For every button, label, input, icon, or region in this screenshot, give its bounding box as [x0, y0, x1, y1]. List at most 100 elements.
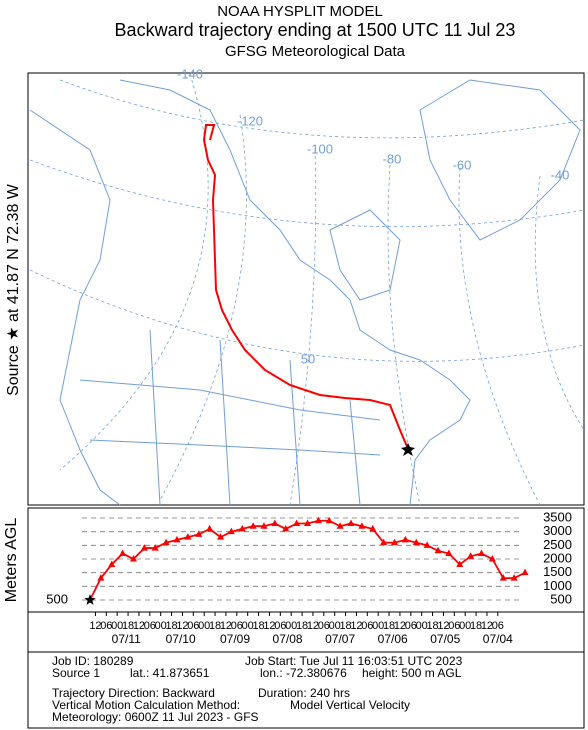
x-tick-label: 18 — [426, 620, 438, 632]
greenland — [419, 79, 581, 241]
height-marker — [325, 516, 333, 524]
x-tick-label: 18 — [209, 620, 221, 632]
x-tick-label: 00 — [329, 620, 341, 632]
height-marker — [401, 535, 409, 543]
height-marker — [249, 522, 257, 529]
meridian — [289, 149, 317, 506]
x-tick-label: 18 — [165, 620, 177, 632]
x-tick-label: 06 — [100, 620, 112, 632]
height-marker — [478, 549, 485, 557]
y-tick-label: 2000 — [543, 550, 572, 565]
x-tick-label: 12 — [437, 620, 449, 632]
x-tick-label: 00 — [198, 620, 210, 632]
parallel — [59, 79, 585, 139]
height-marker — [347, 519, 355, 526]
height-marker — [488, 555, 496, 562]
date-label: 07/09 — [220, 632, 250, 646]
height-marker — [173, 535, 181, 543]
height-marker — [434, 546, 442, 554]
y-tick-label: 500 — [46, 591, 68, 606]
footer-frame — [27, 651, 585, 729]
map-trajectory — [202, 124, 409, 450]
date-label: 07/08 — [273, 632, 303, 646]
date-label: 07/11 — [112, 632, 141, 646]
footer-text: lat.: 41.873651 — [130, 666, 210, 680]
x-tick-label: 06 — [448, 620, 460, 632]
grid-label: -120 — [237, 113, 263, 128]
height-marker — [282, 524, 290, 532]
grid-label: -100 — [307, 141, 333, 156]
meridian — [159, 114, 247, 501]
y-tick-label: 1000 — [543, 578, 572, 593]
footer-text: lon.: -72.380676 — [260, 666, 347, 680]
coastline — [29, 109, 121, 506]
height-marker — [227, 527, 235, 535]
meridian — [59, 73, 209, 471]
height-marker — [423, 541, 431, 548]
height-marker — [380, 538, 388, 546]
x-tick-label: 12 — [481, 620, 493, 632]
height-marker — [271, 519, 279, 526]
y-tick-label: 3000 — [543, 523, 572, 538]
grid-label: -80 — [383, 151, 402, 166]
footer-text: Source 1 — [52, 666, 100, 680]
height-marker — [238, 524, 246, 532]
y-tick-label: 1500 — [543, 564, 572, 579]
height-marker — [151, 544, 159, 551]
x-tick-label: 06 — [144, 620, 156, 632]
map-frame — [27, 72, 585, 506]
x-tick-label: 12 — [350, 620, 362, 632]
x-tick-label: 00 — [111, 620, 123, 632]
height-marker — [521, 568, 529, 576]
height-marker — [445, 549, 453, 557]
date-label: 07/05 — [430, 632, 460, 646]
model-name: NOAA HYSPLIT MODEL — [217, 3, 383, 20]
footer-text: Trajectory Direction: Backward — [52, 686, 215, 700]
grid-label: -140 — [177, 66, 203, 81]
date-label: 07/10 — [166, 632, 196, 646]
x-tick-label: 12 — [307, 620, 319, 632]
coastline — [329, 209, 401, 301]
x-tick-label: 12 — [176, 620, 188, 632]
height-marker — [314, 516, 322, 524]
meridian — [458, 167, 541, 506]
height-marker — [108, 560, 116, 567]
source-star — [401, 443, 415, 456]
x-tick-label: 18 — [383, 620, 395, 632]
x-tick-label: 12 — [263, 620, 275, 632]
height-marker — [499, 574, 507, 581]
x-tick-label: 12 — [220, 620, 232, 632]
parallel — [29, 269, 585, 362]
grid-label: 50 — [301, 351, 315, 366]
coastline — [119, 79, 471, 506]
parallel — [29, 159, 585, 228]
footer-text: Meteorology: 0600Z 11 Jul 2023 - GFS — [52, 710, 259, 724]
x-tick-label: 00 — [372, 620, 384, 632]
source-marker — [84, 594, 96, 605]
height-marker — [119, 549, 127, 557]
x-tick-label: 00 — [416, 620, 428, 632]
y-tick-label: 3500 — [543, 509, 572, 524]
grid-labels: -140 -120 -100 -80 -60 -40 50 — [177, 66, 569, 366]
height-marker — [130, 555, 137, 562]
x-tick-label: 18 — [470, 620, 482, 632]
x-tick-label: 12 — [89, 620, 101, 632]
date-label: 07/04 — [483, 632, 513, 646]
footer-text: Duration: 240 hrs — [258, 686, 350, 700]
height-marker — [195, 530, 203, 537]
x-tick-label: 06 — [318, 620, 330, 632]
height-line — [89, 519, 526, 601]
x-tick-label: 18 — [339, 620, 351, 632]
height-marker — [217, 533, 224, 540]
x-tick-label: 06 — [361, 620, 373, 632]
height-marker — [412, 538, 420, 546]
source-label: Source ★ at 41.87 N 72.38 W — [5, 183, 22, 396]
x-tick-label: 06 — [405, 620, 417, 632]
footer-text: Job Start: Tue Jul 11 16:03:51 UTC 2023 — [245, 654, 463, 668]
x-tick-label: 06 — [231, 620, 243, 632]
x-tick-label: 00 — [459, 620, 471, 632]
height-marker — [140, 544, 148, 551]
y-axis-label: Meters AGL — [3, 518, 20, 603]
y-tick-label: 500 — [550, 591, 572, 606]
